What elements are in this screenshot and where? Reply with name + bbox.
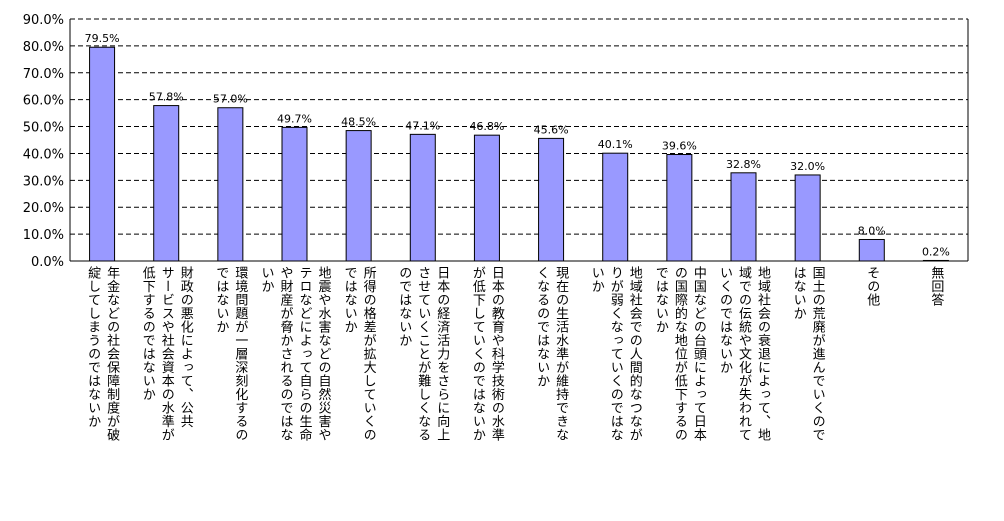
data-label: 40.1%	[598, 138, 633, 151]
category-label: 日本の教育や科学技術の水準 が低下していくのではないか	[469, 266, 504, 442]
category-label: 地域社会での人間的なつなが りが弱くなっていくのではな いか	[588, 266, 642, 442]
bar	[858, 238, 885, 262]
bar	[409, 133, 436, 262]
grid-lines	[70, 18, 968, 235]
y-tick-label: 10.0%	[23, 228, 64, 243]
y-tick-label: 0.0%	[31, 255, 64, 270]
data-label: 48.5%	[341, 116, 376, 129]
data-label: 46.8%	[469, 120, 504, 133]
category-label: 現在の生活水準が維持できな くなるのではないか	[534, 266, 569, 442]
bar	[473, 134, 500, 262]
data-label: 49.7%	[277, 112, 312, 125]
bar	[538, 137, 565, 262]
bars	[89, 46, 949, 262]
category-label: 財政の悪化によって、公共 サービスや社会資本の水準が 低下するのではないか	[139, 266, 193, 442]
category-label: 環境問題が一層深刻化するの ではないか	[213, 266, 248, 442]
data-label: 45.6%	[534, 123, 569, 136]
bar	[345, 130, 372, 262]
data-label: 0.2%	[922, 245, 950, 258]
category-label: 年金などの社会保障制度が破 綻してしまうのではないか	[85, 266, 120, 442]
data-label: 32.0%	[790, 160, 825, 173]
y-tick-label: 60.0%	[23, 94, 64, 109]
bar	[281, 126, 308, 262]
y-tick-label: 30.0%	[23, 174, 64, 189]
category-label: 中国などの台頭によって日本 の国際的な地位が低下するの ではないか	[652, 266, 706, 442]
bar	[666, 154, 693, 262]
data-label: 39.6%	[662, 140, 697, 153]
y-tick-label: 20.0%	[23, 201, 64, 216]
data-label: 79.5%	[85, 32, 120, 45]
data-labels: 79.5% 57.8% 57.0% 49.7% 48.5% 47.1% 46.8% 45.6%…	[85, 32, 950, 258]
bar	[217, 107, 244, 262]
y-tick-label: 50.0%	[23, 121, 64, 136]
data-label: 47.1%	[405, 119, 440, 132]
category-label: 無回答	[928, 266, 944, 307]
category-label: 地震や水害などの自然災害や テロなどによって自らの生命 や財産が脅かされるのでは…	[258, 266, 331, 442]
bar	[794, 174, 821, 262]
category-label: 所得の格差が拡大していくの ではないか	[341, 266, 376, 442]
category-label: 地域社会の衰退によって、地 域での伝統や文化が失われて いくのではないか	[717, 266, 770, 442]
bar	[730, 172, 757, 262]
bar	[153, 105, 180, 262]
data-label: 32.8%	[726, 158, 761, 171]
axes	[69, 19, 969, 262]
y-tick-label: 70.0%	[23, 67, 64, 82]
y-tick-labels: 0.0% 10.0% 20.0% 30.0% 40.0% 50.0% 60.0% 70.0% 8…	[23, 13, 64, 270]
data-label: 57.8%	[149, 91, 184, 104]
y-tick-label: 40.0%	[23, 147, 64, 162]
data-label: 57.0%	[213, 93, 248, 106]
category-label: 国土の荒廃が進んでいくので はないか	[790, 266, 825, 442]
y-tick-label: 80.0%	[23, 40, 64, 55]
y-tick-label: 90.0%	[23, 13, 64, 28]
category-label: 日本の経済活力をさらに向上 させていくことが難しくなる のではないか	[396, 266, 450, 442]
category-label: その他	[864, 266, 880, 307]
bar	[89, 46, 116, 262]
data-label: 8.0%	[858, 224, 886, 237]
bar	[602, 152, 629, 262]
